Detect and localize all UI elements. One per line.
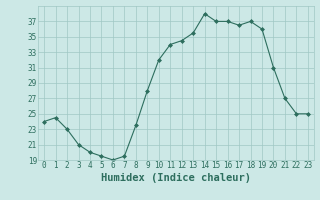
X-axis label: Humidex (Indice chaleur): Humidex (Indice chaleur) [101, 173, 251, 183]
